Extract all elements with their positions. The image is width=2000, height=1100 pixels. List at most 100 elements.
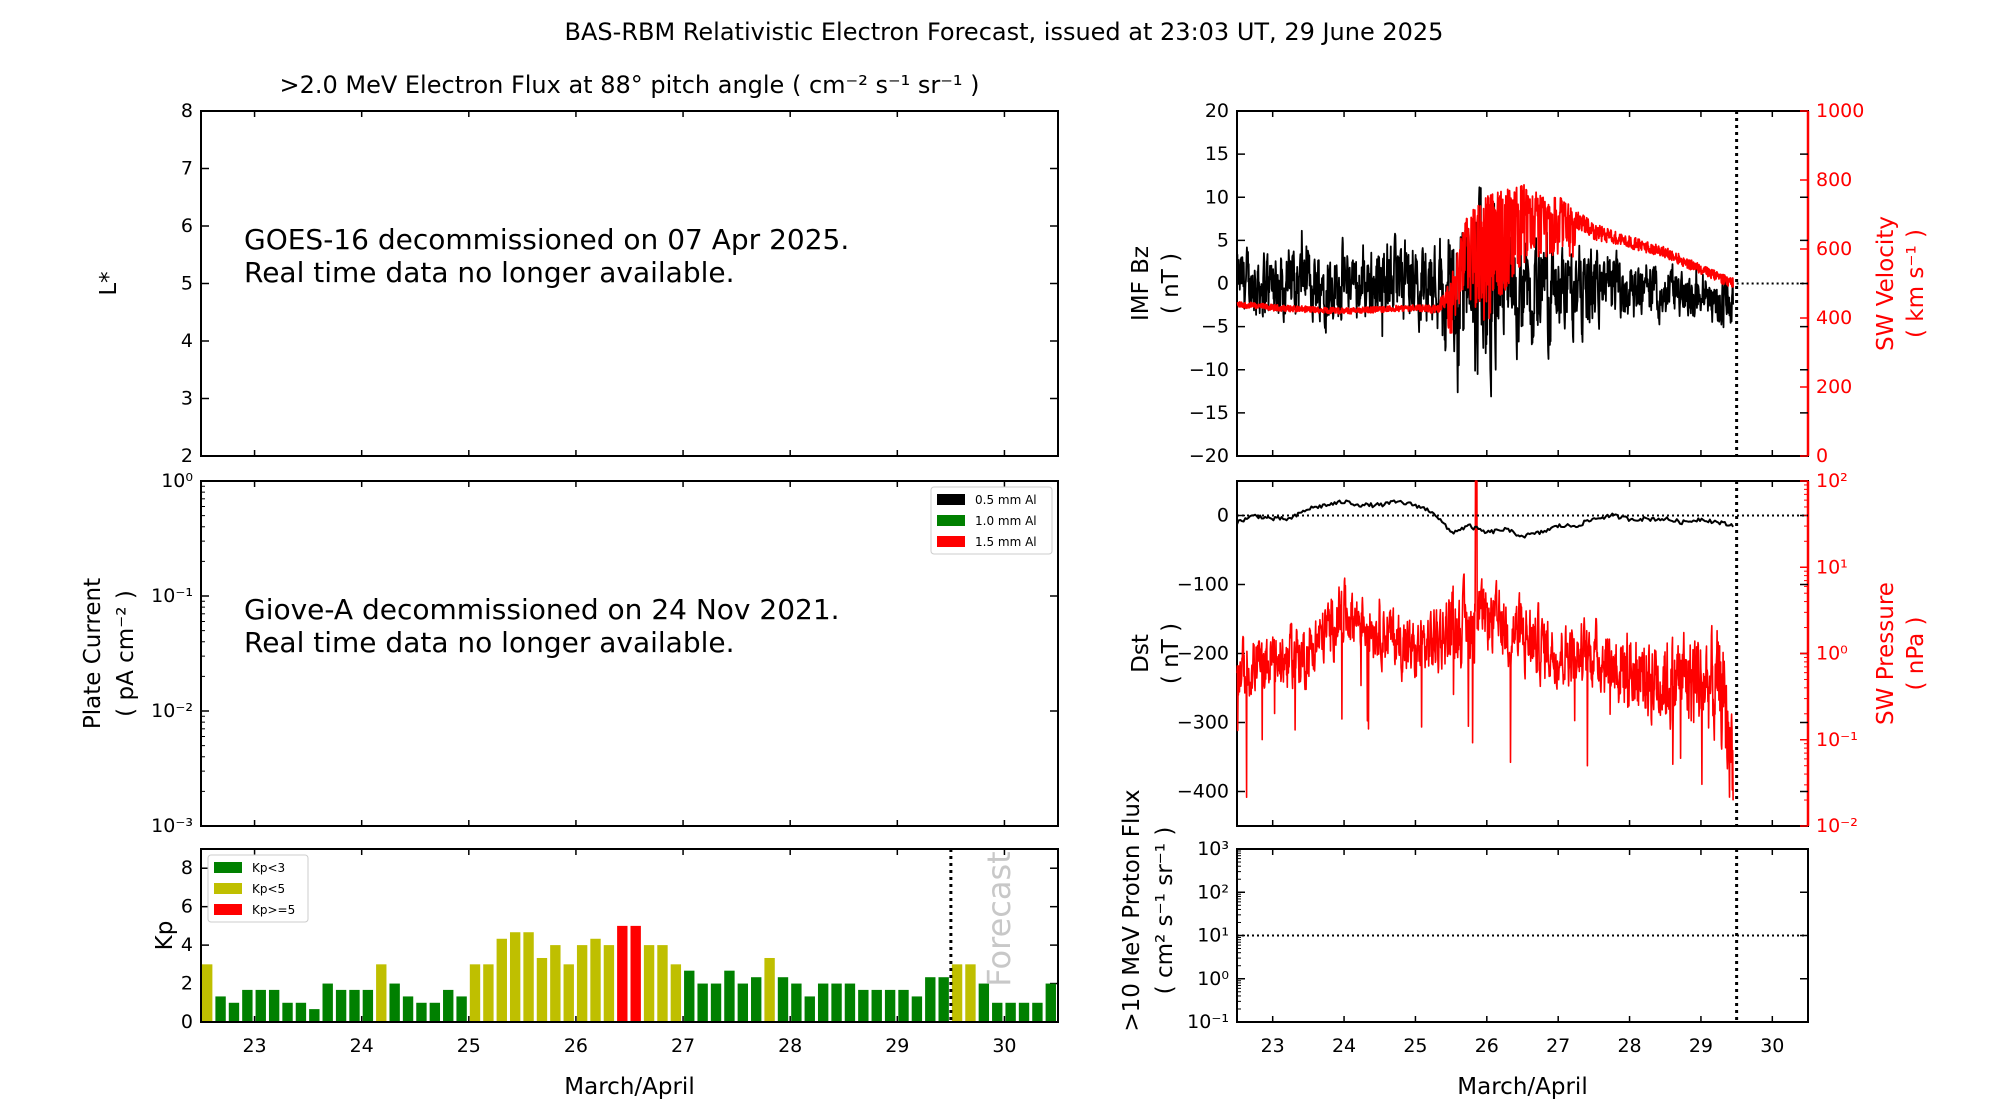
y-axis-label-units: ( nT ) — [1158, 253, 1184, 314]
y-tick-label: −5 — [1201, 316, 1229, 338]
y-tick-label: 10⁻³ — [151, 815, 193, 837]
y-tick-label: 8 — [181, 857, 193, 879]
kp-bar — [228, 1002, 240, 1022]
kp-bar — [804, 996, 815, 1022]
y-tick-label: −300 — [1177, 712, 1229, 734]
kp-bar — [844, 983, 856, 1022]
y-tick-label: 10⁰ — [161, 470, 193, 492]
kp-bar — [322, 983, 333, 1022]
y-tick-label: −20 — [1189, 445, 1229, 467]
kp-bar — [938, 977, 949, 1022]
y-axis-label-right: SW Pressure — [1873, 582, 1899, 725]
legend-label: Kp<5 — [252, 882, 285, 896]
kp-bar — [456, 996, 467, 1022]
y-tick-label: 6 — [181, 215, 193, 237]
x-tick-label: 28 — [778, 1035, 802, 1057]
plate-current-panel-frame — [200, 480, 1059, 827]
kp-bar — [469, 964, 481, 1022]
x-tick-label: 29 — [1689, 1035, 1713, 1057]
y-axis-label-units: ( pA cm⁻² ) — [113, 590, 139, 717]
y-tick-label: 2 — [181, 445, 193, 467]
kp-bar — [603, 945, 615, 1022]
x-tick-label: 30 — [992, 1035, 1016, 1057]
annotation: Real time data no longer available. — [244, 626, 735, 659]
kp-bar — [831, 983, 842, 1022]
kp-bar — [643, 945, 655, 1022]
y-axis-label-right: SW Velocity — [1873, 216, 1899, 351]
kp-bar — [402, 996, 414, 1022]
y-tick-label: 7 — [181, 158, 193, 180]
y-tick-label: 5 — [181, 273, 193, 295]
kp-bar — [858, 989, 869, 1022]
y-axis-label: >10 MeV Proton Flux — [1119, 789, 1145, 1031]
y-axis-label-units: ( cm² s⁻¹ sr⁻¹ ) — [1152, 827, 1178, 995]
y-tick-label: 0 — [1816, 445, 1828, 467]
x-axis-label: March/April — [1457, 1074, 1587, 1100]
x-tick-label: 24 — [350, 1035, 374, 1057]
kp-bar — [295, 1002, 307, 1022]
y-tick-label: 10⁻¹ — [151, 585, 193, 607]
kp-bar — [630, 925, 641, 1022]
kp-bar — [536, 957, 548, 1022]
x-tick-label: 23 — [1261, 1035, 1285, 1057]
y-tick-label: 15 — [1205, 143, 1229, 165]
x-tick-label: 24 — [1332, 1035, 1356, 1057]
kp-bar — [817, 983, 829, 1022]
legend-swatch — [214, 904, 242, 915]
kp-bar — [992, 1002, 1003, 1022]
y-tick-label: 2 — [181, 973, 193, 995]
y-tick-label: −400 — [1177, 781, 1229, 803]
kp-bar — [697, 983, 708, 1022]
y-tick-label: −200 — [1177, 643, 1229, 665]
kp-bar — [951, 964, 963, 1022]
legend-label: 0.5 mm Al — [975, 493, 1037, 507]
x-tick-label: 27 — [671, 1035, 695, 1057]
legend-swatch — [937, 515, 965, 526]
kp-bar — [751, 977, 762, 1022]
legend-swatch — [937, 536, 965, 547]
sw-pressure-line — [1236, 480, 1734, 801]
x-tick-label: 29 — [885, 1035, 909, 1057]
y-tick-label: −15 — [1189, 402, 1229, 424]
y-axis-label: Kp — [152, 921, 178, 951]
plate-current-legend: 0.5 mm Al 1.0 mm Al 1.5 mm Al — [930, 486, 1053, 555]
kp-frame-top — [200, 848, 1059, 1023]
kp-bar — [523, 932, 534, 1022]
y-tick-label: 5 — [1217, 229, 1229, 251]
y-tick-label: 8 — [181, 100, 193, 122]
kp-bar — [884, 989, 896, 1022]
kp-bar — [684, 970, 695, 1022]
kp-bar — [925, 977, 936, 1022]
x-tick-label: 26 — [564, 1035, 588, 1057]
y-axis-label: Dst — [1128, 634, 1154, 673]
kp-bar — [576, 945, 588, 1022]
sw-velocity-line — [1236, 183, 1734, 334]
x-tick-label: 23 — [242, 1035, 266, 1057]
kp-bar — [1005, 1002, 1016, 1022]
proton-flux-panel: 10⁻¹ 10⁰ 10¹ 10² 10³ >10 MeV Proton Flux ( cm²… — [1119, 789, 1809, 1100]
kp-bar — [1032, 1002, 1043, 1022]
kp-bar — [496, 938, 507, 1022]
electron-flux-panel: 2 3 4 5 6 7 8 >2.0 MeV Electron Flux at 88° pit… — [96, 71, 1059, 467]
kp-bar — [376, 964, 387, 1022]
legend-label: Kp>=5 — [252, 903, 295, 917]
y-axis-label-right-units: ( nPa ) — [1903, 616, 1929, 690]
kp-bar — [255, 989, 266, 1022]
kp-bar — [1018, 1002, 1030, 1022]
legend-swatch — [214, 862, 242, 873]
kp-bar — [550, 945, 561, 1022]
y-tick-label: 10⁻¹ — [1187, 1011, 1229, 1033]
kp-bar — [871, 989, 882, 1022]
kp-bar — [764, 957, 775, 1022]
plate-current-panel: 10⁻³ 10⁻² 10⁻¹ 10⁰ Plate Current ( pA cm⁻² ) G… — [80, 470, 1059, 837]
y-tick-label: 800 — [1816, 169, 1852, 191]
kp-legend: Kp<3 Kp<5 Kp>=5 — [207, 854, 309, 923]
x-tick-label: 25 — [1403, 1035, 1427, 1057]
y-tick-label: 10⁻² — [151, 700, 193, 722]
kp-bar — [1045, 983, 1056, 1022]
y-tick-label: 10⁰ — [1197, 968, 1229, 990]
y-tick-label: 6 — [181, 896, 193, 918]
kp-bar — [777, 977, 789, 1022]
